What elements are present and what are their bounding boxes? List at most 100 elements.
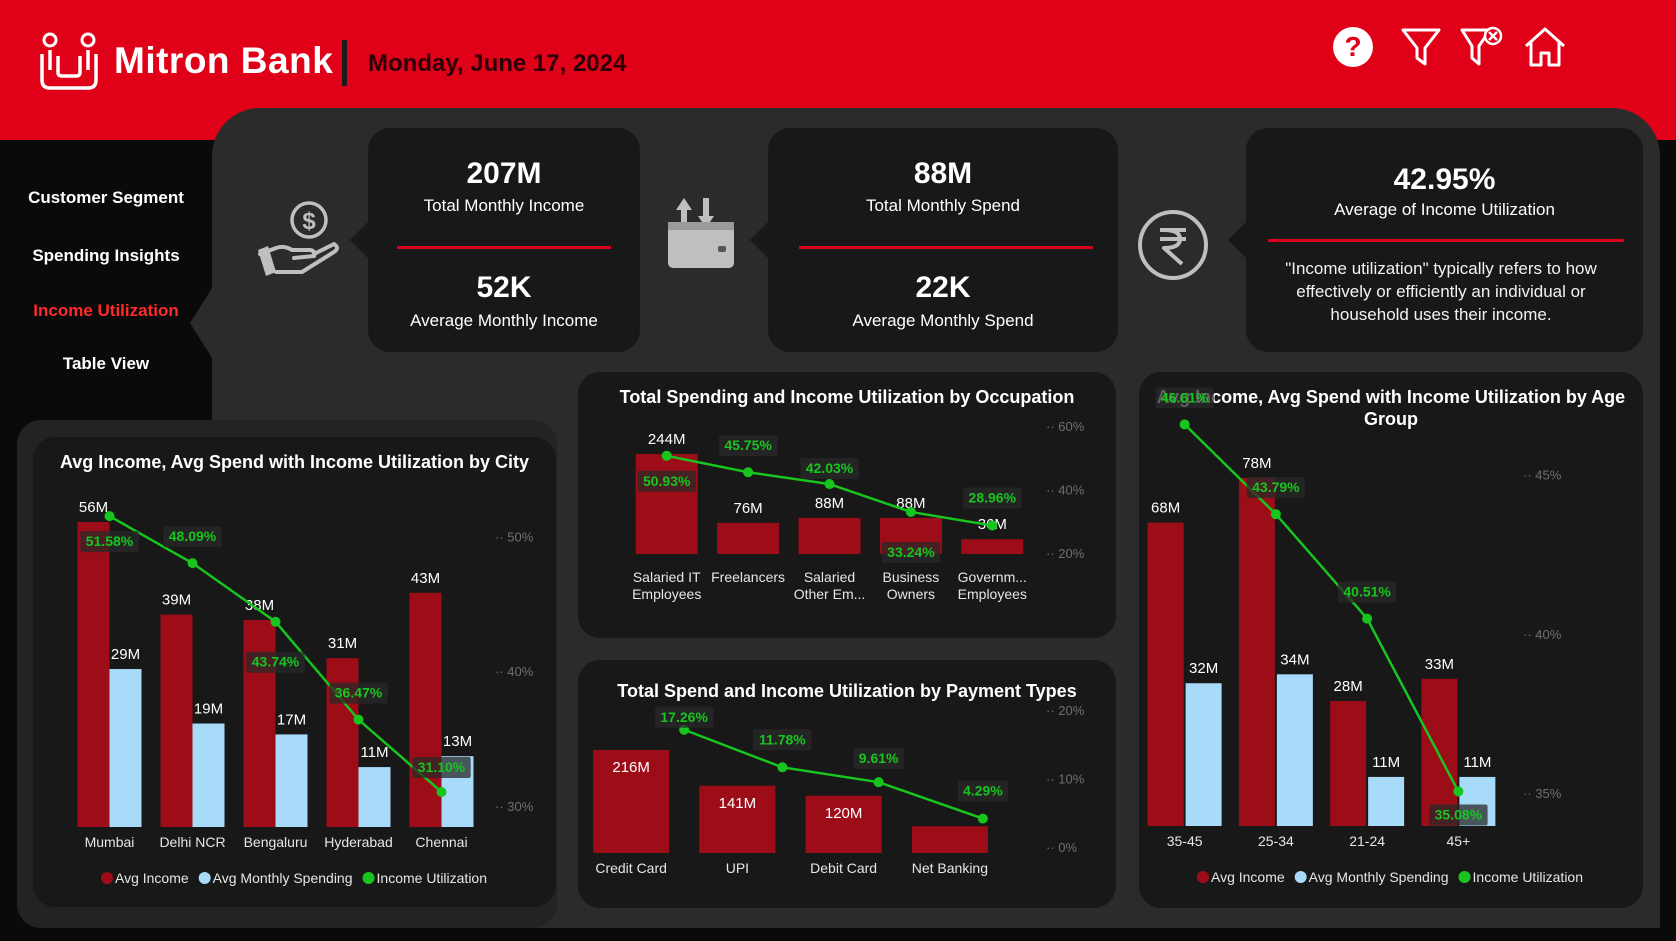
kpi-card-income: 207M Total Monthly Income 52K Average Mo… — [368, 128, 640, 352]
money-hand-icon: $ — [258, 201, 339, 276]
chart-card-occupation: Total Spending and Income Utilization by… — [578, 372, 1116, 638]
kpi-divider — [397, 246, 611, 249]
bar-total-spend — [593, 750, 670, 853]
clear-filter-icon[interactable] — [1458, 24, 1504, 70]
bar-value-label: 33M — [1425, 656, 1454, 673]
line-point — [104, 511, 115, 522]
legend-marker — [198, 872, 211, 884]
line-value-label: 42.03% — [806, 460, 854, 476]
legend-marker — [101, 872, 113, 884]
x-tick-label: 35-45 — [1167, 833, 1203, 849]
line-label-bg — [1429, 804, 1488, 826]
bar-value-label: 34M — [1280, 651, 1309, 668]
bar-total-spend — [805, 795, 882, 853]
help-icon[interactable]: ? — [1330, 24, 1376, 70]
bar-value-label: 19M — [194, 701, 223, 718]
bar-total-spending — [798, 517, 861, 554]
legend-marker — [1197, 871, 1209, 883]
bar-avg-monthly-spending — [1276, 674, 1313, 826]
line-value-label: 46.61% — [1161, 389, 1209, 405]
x-tick-label: Net Banking — [912, 860, 988, 876]
nav-spending-insights[interactable]: Spending Insights — [32, 246, 180, 265]
nav-table-view[interactable]: Table View — [62, 354, 150, 373]
bar-value-label: 141M — [719, 795, 757, 812]
total-monthly-spend-label: Total Monthly Spend — [865, 196, 1021, 215]
y2-tick-label: ·· 10% — [1046, 772, 1085, 787]
bar-value-label: 78M — [1242, 455, 1271, 472]
header-divider — [342, 40, 347, 86]
line-label-bg — [637, 470, 696, 492]
y2-tick-label: ·· 40% — [1046, 483, 1085, 498]
line-value-label: 48.09% — [169, 528, 217, 544]
line-label-bg — [1337, 581, 1397, 603]
line-point — [187, 558, 198, 569]
line-value-label: 31.10% — [418, 759, 466, 775]
line-income-utilization — [1183, 423, 1460, 793]
bar-value-label: 17M — [277, 711, 306, 728]
y2-tick-label: ·· 40% — [495, 664, 534, 679]
bar-value-label: 76M — [734, 500, 763, 517]
svg-text:$: $ — [302, 208, 316, 235]
line-point — [436, 786, 447, 797]
chart-card-city: Avg Income, Avg Spend with Income Utiliz… — [33, 437, 556, 907]
bar-value-label: 38M — [245, 597, 274, 614]
chart-card-age: Avg Income, Avg Spend with Income Utiliz… — [1139, 372, 1643, 908]
x-tick-label: Governm... — [958, 569, 1027, 585]
line-label-bg — [718, 435, 778, 457]
line-label-bg — [1246, 477, 1306, 499]
line-value-label: 36.47% — [335, 685, 383, 701]
line-point — [661, 450, 672, 461]
bar-total-spend — [911, 826, 988, 853]
line-label-bg — [163, 526, 222, 548]
nav-income-utilization[interactable]: Income Utilization — [33, 301, 179, 320]
bar-value-label: 120M — [825, 805, 863, 822]
active-nav-pointer — [190, 285, 214, 361]
x-tick-label: Salaried IT — [633, 569, 701, 585]
avg-monthly-income-value: 52K — [476, 271, 532, 304]
x-tick-label: Employees — [958, 586, 1027, 602]
y2-tick-label: ·· 20% — [1046, 703, 1085, 718]
legend-label: Avg Income — [115, 870, 189, 886]
avg-monthly-spend-value: 22K — [915, 271, 971, 304]
chart-title-age: Avg Income, Avg Spend with Income Utiliz… — [1156, 387, 1626, 429]
total-monthly-spend-value: 88M — [913, 157, 973, 190]
bar-avg-monthly-spending — [1185, 683, 1222, 826]
line-point — [905, 506, 916, 517]
nav-customer-segment[interactable]: Customer Segment — [28, 188, 184, 207]
home-icon[interactable] — [1522, 24, 1568, 70]
bar-value-label: 56M — [79, 499, 108, 516]
bar-avg-monthly-spending — [358, 767, 391, 827]
bar-value-label: 244M — [648, 431, 686, 448]
legend-marker — [1294, 871, 1307, 883]
x-tick-label: Salaried — [804, 569, 855, 585]
x-tick-label: Freelancers — [711, 569, 785, 585]
line-label-bg — [412, 756, 471, 778]
legend-marker — [1458, 871, 1471, 883]
chart-title-payment: Total Spend and Income Utilization by Pa… — [617, 681, 1077, 701]
line-label-bg — [329, 682, 388, 704]
line-point — [824, 479, 835, 490]
bar-value-label: 39M — [162, 592, 191, 609]
line-value-label: 45.75% — [724, 437, 772, 453]
bar-value-label: 31M — [328, 635, 357, 652]
bar-value-label: 11M — [1463, 754, 1491, 771]
y2-tick-label: ·· 50% — [495, 529, 534, 544]
line-value-label: 35.08% — [1435, 806, 1483, 822]
line-label-bg — [957, 780, 1008, 802]
bar-avg-income — [243, 620, 276, 827]
filter-icon[interactable] — [1398, 24, 1444, 70]
x-tick-label: 21-24 — [1349, 833, 1385, 849]
line-point — [873, 777, 884, 788]
line-point — [977, 813, 988, 824]
line-value-label: 51.58% — [86, 533, 134, 549]
x-tick-label: 45+ — [1447, 833, 1471, 849]
bar-avg-income — [1330, 701, 1367, 826]
bar-value-label: 43M — [411, 570, 440, 587]
legend-label: Avg Monthly Spending — [213, 870, 353, 886]
kpi-card-utilization: 42.95% Average of Income Utilization "In… — [1246, 128, 1643, 352]
total-monthly-income-label: Total Monthly Income — [423, 196, 585, 215]
chart-svg-city: ·· 30% ·· 40% ·· 50% 56M 29M Mumbai 39M 19M Delh… — [77, 499, 534, 886]
bank-logo-icon — [40, 32, 98, 90]
bar-total-spending — [717, 522, 780, 554]
